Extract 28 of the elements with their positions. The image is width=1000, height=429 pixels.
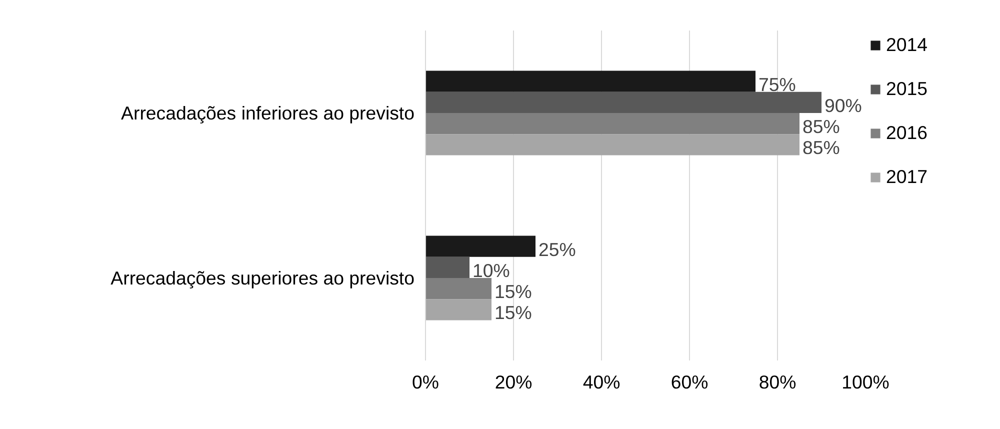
legend-label: 2015 [886, 78, 928, 100]
data-label: 85% [802, 116, 840, 138]
y-tick-label: Arrecadações superiores ao previsto [110, 268, 415, 288]
x-tick-label: 20% [494, 372, 532, 392]
bar [426, 134, 800, 156]
bar [426, 256, 470, 278]
bar [426, 70, 756, 92]
x-tick-label: 60% [670, 372, 708, 392]
data-label: 15% [494, 281, 532, 302]
legend-label: 2016 [886, 122, 928, 144]
x-tick-label: 100% [842, 372, 890, 392]
data-label: 75% [758, 74, 796, 95]
legend-label: 2017 [886, 166, 928, 188]
bar [426, 299, 492, 320]
x-tick-label: 0% [412, 372, 439, 392]
x-tick-label: 80% [758, 372, 796, 392]
data-label: 25% [538, 238, 576, 260]
data-label: 10% [472, 260, 510, 281]
x-tick-label: 40% [582, 372, 620, 392]
data-label: 90% [824, 94, 862, 116]
legend-label: 2014 [886, 34, 928, 56]
data-label: 15% [494, 302, 532, 324]
y-tick-label: Arrecadações inferiores ao previsto [121, 102, 415, 124]
bar [426, 92, 822, 113]
bar [426, 236, 536, 257]
data-label: 85% [802, 137, 840, 158]
bar [426, 278, 492, 300]
bar [426, 113, 800, 134]
